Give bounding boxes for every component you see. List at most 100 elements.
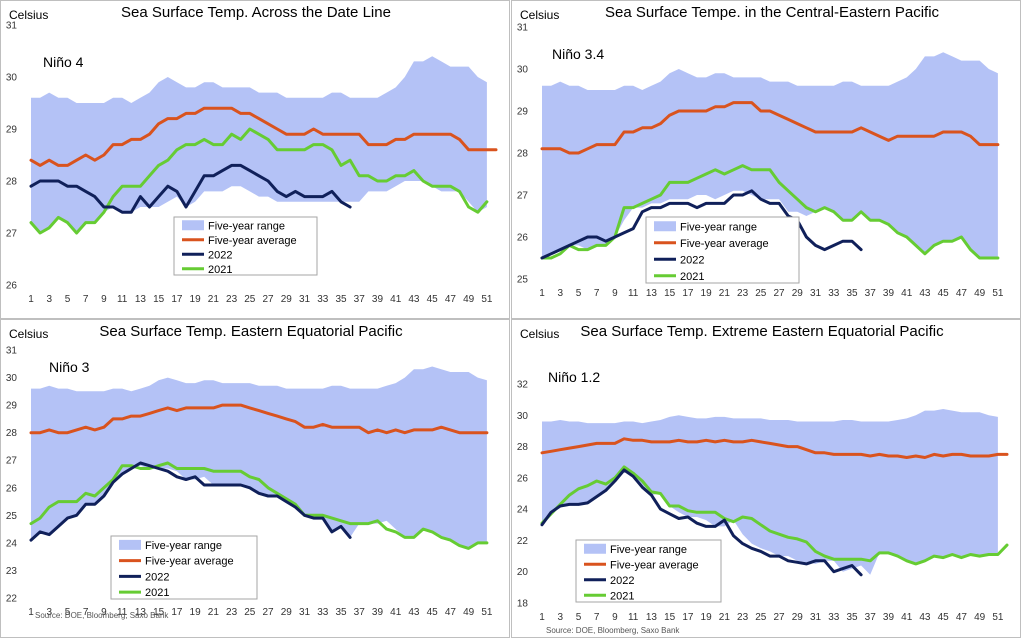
chart-panel-nino12: Sea Surface Temp. Extreme Eastern Equato… — [511, 319, 1021, 638]
x-tick-label: 41 — [901, 288, 913, 299]
x-tick-label: 43 — [408, 607, 420, 618]
x-tick-label: 51 — [481, 294, 493, 305]
x-tick-label: 21 — [719, 288, 731, 299]
chart-title: Sea Surface Temp. Eastern Equatorial Pac… — [99, 323, 403, 340]
x-tick-label: 51 — [481, 607, 493, 618]
y-tick-label: 30 — [6, 73, 18, 84]
x-tick-label: 13 — [135, 607, 147, 618]
x-tick-label: 35 — [846, 288, 858, 299]
x-tick-label: 51 — [992, 612, 1004, 623]
y-tick-label: 28 — [517, 442, 529, 453]
y-tick-label: 25 — [517, 275, 529, 286]
y-tick-label: 28 — [6, 428, 18, 439]
chart-svg: Sea Surface Tempe. in the Central-Easter… — [517, 4, 1004, 299]
x-tick-label: 43 — [919, 612, 931, 623]
legend-swatch-range — [182, 220, 204, 231]
y-tick-label: 30 — [6, 373, 18, 384]
x-tick-label: 41 — [390, 294, 402, 305]
chart-panel-nino34: Sea Surface Tempe. in the Central-Easter… — [511, 0, 1021, 319]
legend-label: 2022 — [610, 575, 634, 587]
x-tick-label: 31 — [810, 288, 822, 299]
x-tick-label: 15 — [664, 288, 676, 299]
x-tick-label: 37 — [354, 294, 366, 305]
x-tick-label: 27 — [262, 607, 274, 618]
legend: Five-year range Five-year average 2022 2021 — [575, 539, 722, 603]
y-tick-label: 24 — [6, 538, 18, 549]
x-tick-label: 37 — [354, 607, 366, 618]
y-tick-label: 25 — [6, 511, 18, 522]
x-tick-label: 31 — [299, 294, 311, 305]
x-tick-label: 27 — [262, 294, 274, 305]
line-2022 — [29, 461, 352, 542]
x-tick-label: 39 — [372, 294, 384, 305]
y-tick-label: 26 — [517, 473, 529, 484]
x-tick-label: 39 — [883, 288, 895, 299]
five-year-average-line — [29, 106, 498, 167]
y-tick-label: 24 — [517, 505, 529, 516]
y-axis-unit-label: Celsius — [9, 8, 48, 22]
five-year-average-line — [540, 437, 1009, 459]
x-tick-label: 49 — [463, 607, 475, 618]
x-tick-label: 3 — [557, 612, 563, 623]
legend: Five-year range Five-year average 2022 2021 — [173, 216, 318, 276]
x-tick-label: 13 — [646, 288, 658, 299]
chart-svg: Sea Surface Temp. Eastern Equatorial Pac… — [6, 323, 493, 620]
x-tick-label: 19 — [190, 607, 202, 618]
x-tick-label: 45 — [938, 612, 950, 623]
x-tick-label: 9 — [101, 607, 107, 618]
y-tick-label: 27 — [6, 456, 18, 467]
x-tick-label: 31 — [299, 607, 311, 618]
x-tick-label: 49 — [974, 288, 986, 299]
x-tick-label: 1 — [28, 294, 34, 305]
x-tick-label: 25 — [755, 612, 767, 623]
x-tick-label: 37 — [865, 288, 877, 299]
x-tick-label: 33 — [828, 288, 840, 299]
y-tick-label: 31 — [517, 23, 529, 34]
y-tick-label: 30 — [517, 65, 529, 76]
legend-label: Five-year average — [680, 238, 769, 250]
five-year-range-area — [542, 409, 998, 575]
y-tick-label: 29 — [517, 107, 529, 118]
x-tick-label: 49 — [463, 294, 475, 305]
chart-panel-nino3: Sea Surface Temp. Eastern Equatorial Pac… — [0, 319, 510, 638]
five-year-range-area — [31, 366, 487, 549]
x-tick-label: 17 — [171, 294, 183, 305]
x-tick-label: 43 — [408, 294, 420, 305]
x-tick-label: 27 — [773, 288, 785, 299]
x-tick-label: 25 — [755, 288, 767, 299]
chart-panel-nino4: Sea Surface Temp. Across the Date Line Ce… — [0, 0, 510, 319]
x-tick-label: 1 — [539, 288, 545, 299]
legend-label: Five-year average — [145, 556, 234, 568]
legend-label: Five-year range — [680, 221, 757, 233]
line-2022 — [540, 189, 863, 260]
chart-title: Sea Surface Tempe. in the Central-Easter… — [605, 4, 940, 21]
x-tick-label: 35 — [335, 607, 347, 618]
legend-label: Five-year average — [208, 235, 297, 247]
x-tick-label: 29 — [792, 288, 804, 299]
x-tick-label: 5 — [576, 288, 582, 299]
x-tick-label: 11 — [117, 607, 128, 618]
x-tick-label: 39 — [883, 612, 895, 623]
x-tick-label: 19 — [701, 612, 713, 623]
x-tick-label: 3 — [557, 288, 563, 299]
x-tick-label: 35 — [846, 612, 858, 623]
x-tick-label: 27 — [773, 612, 785, 623]
x-tick-label: 45 — [427, 607, 439, 618]
y-axis-unit-label: Celsius — [520, 327, 559, 341]
x-tick-label: 13 — [646, 612, 658, 623]
y-tick-label: 22 — [517, 536, 529, 547]
x-tick-label: 29 — [792, 612, 804, 623]
x-tick-label: 33 — [317, 294, 329, 305]
region-label: Niño 3.4 — [552, 46, 604, 62]
chart-svg: Sea Surface Temp. Across the Date Line Ce… — [6, 4, 498, 305]
five-year-average-line — [29, 403, 489, 435]
y-tick-label: 20 — [517, 567, 529, 578]
x-tick-label: 25 — [244, 607, 256, 618]
y-tick-label: 27 — [517, 191, 529, 202]
x-tick-label: 5 — [576, 612, 582, 623]
region-label: Niño 3 — [49, 359, 90, 375]
x-tick-label: 45 — [938, 288, 950, 299]
x-tick-label: 5 — [65, 607, 71, 618]
line-2022 — [29, 163, 352, 214]
five-year-range-area — [31, 56, 487, 234]
